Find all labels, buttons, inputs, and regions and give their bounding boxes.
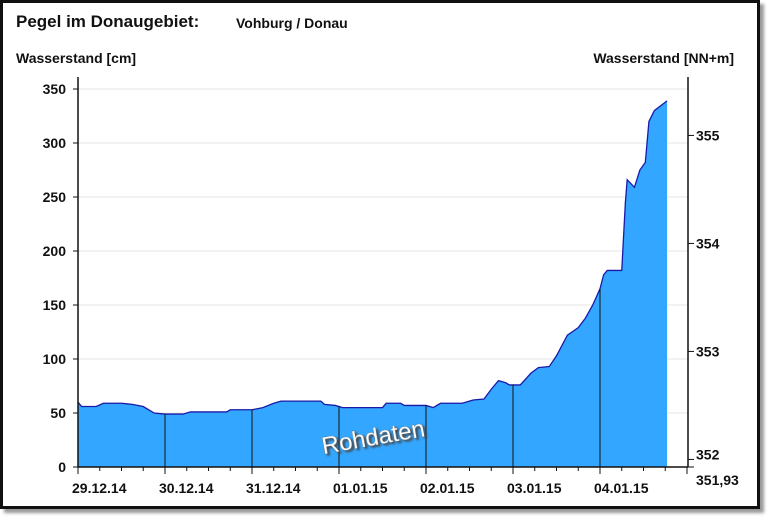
right-tick-label: 352 — [696, 446, 720, 462]
right-tick-label: 354 — [696, 235, 720, 251]
level-line — [77, 100, 668, 415]
x-tick-label: 04.01.15 — [594, 480, 649, 496]
y-tick-label: 200 — [43, 243, 67, 259]
station-name: Vohburg / Donau — [236, 15, 348, 31]
y-tick-label: 300 — [43, 135, 67, 151]
x-tick-label: 01.01.15 — [333, 480, 388, 496]
right-zero-label: 351,93 — [696, 472, 739, 488]
x-tick-label: 30.12.14 — [159, 480, 214, 496]
left-axis-label: Wasserstand [cm] — [16, 50, 137, 66]
y-tick-label: 150 — [43, 297, 67, 313]
right-axis-label: Wasserstand [NN+m] — [593, 50, 734, 66]
area-fill — [78, 100, 668, 467]
x-tick-label: 31.12.14 — [246, 480, 301, 496]
x-tick-label: 29.12.14 — [72, 480, 127, 496]
y-tick-label: 250 — [43, 189, 67, 205]
y-tick-label: 100 — [43, 351, 67, 367]
x-tick-label: 02.01.15 — [420, 480, 475, 496]
right-tick-label: 353 — [696, 343, 720, 359]
y-tick-label: 0 — [58, 459, 66, 475]
x-tick-label: 03.01.15 — [507, 480, 562, 496]
chart-title: Pegel im Donaugebiet: — [16, 12, 200, 31]
right-tick-label: 355 — [696, 127, 720, 143]
y-tick-label: 350 — [43, 81, 67, 97]
y-tick-label: 50 — [50, 405, 66, 421]
